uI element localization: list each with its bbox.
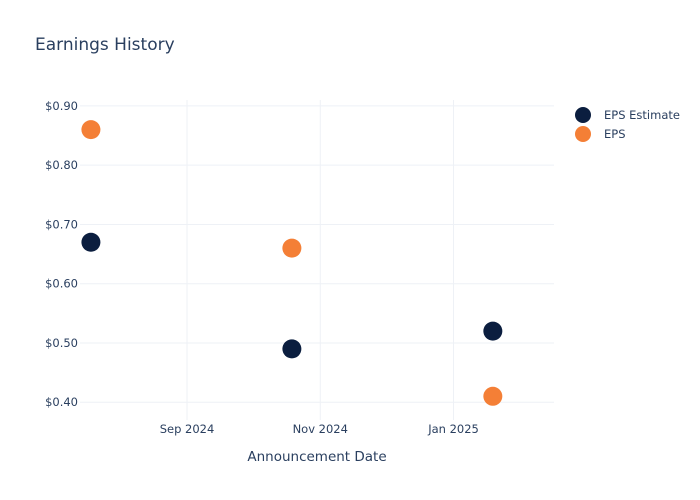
eps-estimate-legend-marker: [575, 107, 591, 123]
eps-point[interactable]: [282, 238, 302, 258]
x-axis-ticks: Sep 2024 Nov 2024 Jan 2025: [160, 422, 479, 436]
eps-estimate-legend-label[interactable]: EPS Estimate: [604, 108, 680, 122]
legend: EPS Estimate EPS: [575, 107, 680, 142]
y-tick-label: $0.70: [45, 217, 78, 231]
eps-legend-label[interactable]: EPS: [604, 127, 626, 141]
x-axis-title: Announcement Date: [247, 449, 386, 465]
x-tick-label: Jan 2025: [427, 422, 479, 436]
y-tick-label: $0.90: [45, 99, 78, 113]
data-points: [81, 120, 503, 406]
x-tick-label: Nov 2024: [293, 422, 348, 436]
y-axis-ticks: $0.40 $0.50 $0.60 $0.70 $0.80 $0.90: [45, 99, 78, 409]
y-tick-label: $0.60: [45, 277, 78, 291]
chart-title: Earnings History: [35, 35, 175, 55]
eps-estimate-point[interactable]: [483, 321, 503, 341]
grid: [80, 100, 554, 420]
eps-estimate-point[interactable]: [282, 339, 302, 359]
y-tick-label: $0.50: [45, 336, 78, 350]
y-tick-label: $0.40: [45, 395, 78, 409]
eps-point[interactable]: [483, 386, 503, 406]
x-tick-label: Sep 2024: [160, 422, 215, 436]
eps-point[interactable]: [81, 120, 101, 140]
eps-legend-marker: [575, 126, 591, 142]
y-tick-label: $0.80: [45, 158, 78, 172]
eps-estimate-point[interactable]: [81, 232, 101, 252]
